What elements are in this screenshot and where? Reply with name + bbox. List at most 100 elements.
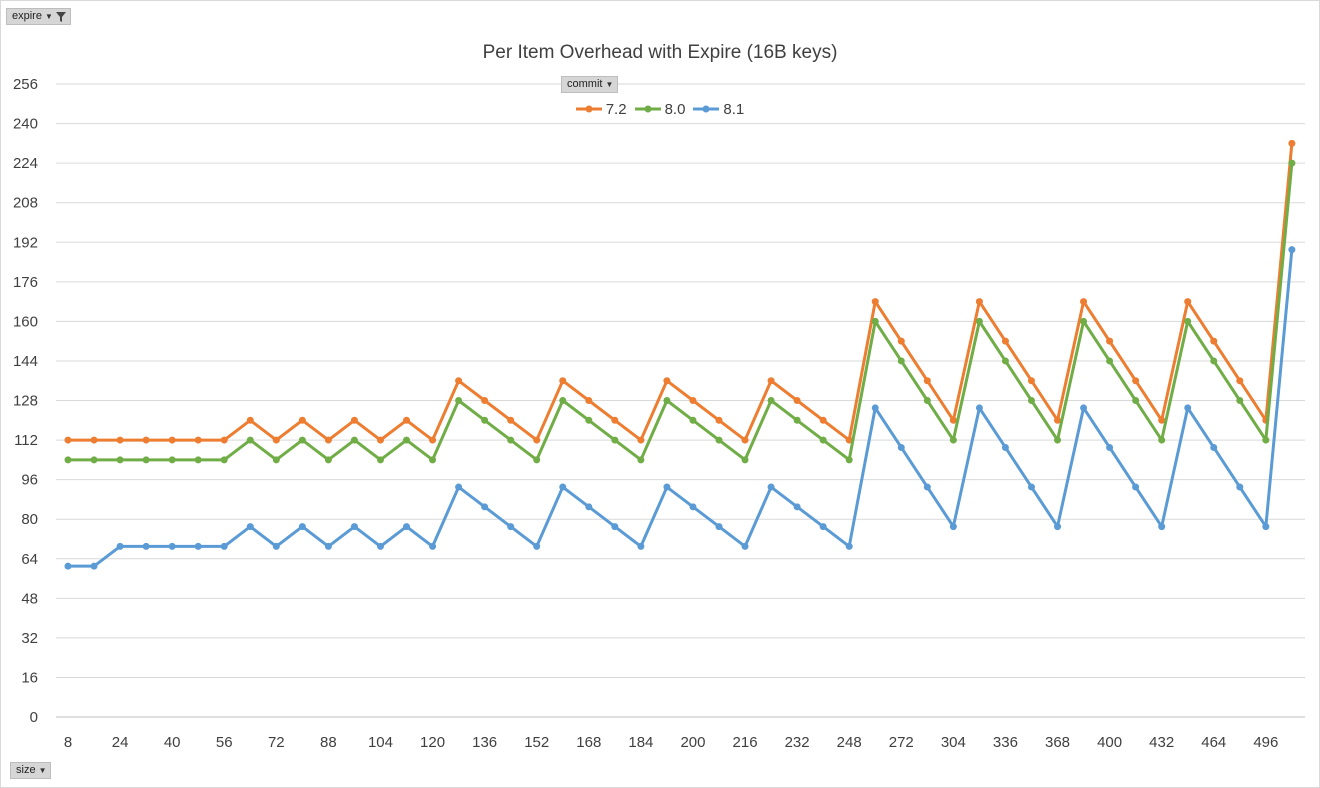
data-point — [455, 397, 463, 404]
data-point — [455, 377, 463, 385]
data-point — [429, 456, 437, 464]
series-7-2 — [64, 139, 1296, 444]
legend-swatch-icon — [575, 105, 602, 113]
size-filter-button[interactable]: size ▼ — [10, 762, 52, 779]
series-line — [68, 249, 1294, 568]
data-point — [376, 436, 384, 444]
y-tick-label: 112 — [14, 432, 38, 449]
commit-filter-button[interactable]: commit ▼ — [561, 76, 619, 93]
data-point — [533, 542, 541, 550]
data-point — [298, 416, 306, 424]
data-point — [897, 357, 905, 365]
y-tick-label: 32 — [21, 630, 38, 647]
x-tick-label: 200 — [680, 734, 705, 751]
x-tick-label: 88 — [320, 734, 337, 751]
data-point — [455, 483, 463, 491]
data-point — [715, 416, 723, 424]
y-tick-label: 160 — [13, 313, 38, 330]
data-point — [689, 397, 697, 404]
data-point — [376, 456, 384, 464]
series-line — [68, 143, 1294, 442]
data-point — [116, 436, 124, 444]
x-tick-label: 368 — [1045, 734, 1070, 751]
data-point — [611, 523, 619, 531]
y-tick-label: 144 — [13, 353, 38, 370]
data-point — [845, 542, 853, 550]
data-point — [741, 436, 749, 444]
data-point — [871, 298, 879, 306]
data-point — [1210, 337, 1218, 345]
size-filter-label: size — [16, 764, 36, 776]
x-tick-label: 400 — [1097, 734, 1122, 751]
data-point — [507, 436, 515, 444]
data-point — [689, 416, 697, 424]
data-point — [90, 562, 98, 570]
data-point — [949, 523, 957, 531]
data-point — [403, 416, 411, 424]
data-point — [168, 436, 176, 444]
data-point — [481, 416, 489, 424]
data-point — [923, 397, 931, 404]
data-point — [689, 503, 697, 511]
data-point — [116, 542, 124, 550]
data-point — [715, 436, 723, 444]
data-point — [350, 523, 358, 531]
data-point — [272, 436, 280, 444]
data-point — [767, 483, 775, 491]
y-tick-label: 240 — [13, 116, 38, 133]
data-point — [1262, 436, 1270, 444]
legend-marker — [644, 105, 652, 113]
x-tick-label: 232 — [785, 734, 810, 751]
data-point — [793, 397, 801, 404]
data-point — [1210, 443, 1218, 451]
y-tick-label: 128 — [13, 393, 38, 410]
data-point — [559, 483, 567, 491]
data-point — [533, 456, 541, 464]
data-point — [142, 436, 150, 444]
data-point — [611, 436, 619, 444]
data-point — [845, 456, 853, 464]
data-point — [1054, 416, 1062, 424]
data-point — [1132, 483, 1140, 491]
data-point — [975, 298, 983, 306]
commit-filter-label: commit — [567, 78, 603, 90]
data-point — [142, 456, 150, 464]
data-point — [1262, 523, 1270, 531]
x-tick-label: 120 — [420, 734, 445, 751]
data-point — [429, 542, 437, 550]
data-point — [1184, 298, 1192, 306]
x-tick-label: 304 — [941, 734, 966, 751]
data-point — [1080, 404, 1088, 412]
data-point — [1106, 443, 1114, 451]
chart-title: Per Item Overhead with Expire (16B keys) — [483, 42, 838, 63]
legend-marker — [702, 105, 710, 113]
expire-filter-button[interactable]: expire ▼ — [6, 8, 71, 25]
data-point — [194, 436, 202, 444]
data-point — [871, 317, 879, 325]
y-tick-label: 192 — [13, 234, 38, 251]
data-point — [350, 436, 358, 444]
data-point — [1106, 337, 1114, 345]
data-point — [559, 397, 567, 404]
data-point — [819, 523, 827, 531]
data-point — [949, 416, 957, 424]
y-tick-label: 224 — [13, 155, 38, 172]
data-point — [897, 443, 905, 451]
data-point — [871, 404, 879, 412]
data-point — [403, 436, 411, 444]
data-point — [1210, 357, 1218, 365]
data-point — [1054, 436, 1062, 444]
series-group — [64, 139, 1296, 570]
series-line — [68, 162, 1294, 462]
data-point — [1054, 523, 1062, 531]
y-tick-label: 48 — [21, 590, 38, 607]
data-point — [507, 416, 515, 424]
data-point — [767, 377, 775, 385]
data-point — [897, 337, 905, 345]
data-point — [949, 436, 957, 444]
data-point — [819, 436, 827, 444]
legend-label: 8.0 — [664, 100, 686, 118]
data-point — [1001, 357, 1009, 365]
x-tick-label: 216 — [733, 734, 758, 751]
